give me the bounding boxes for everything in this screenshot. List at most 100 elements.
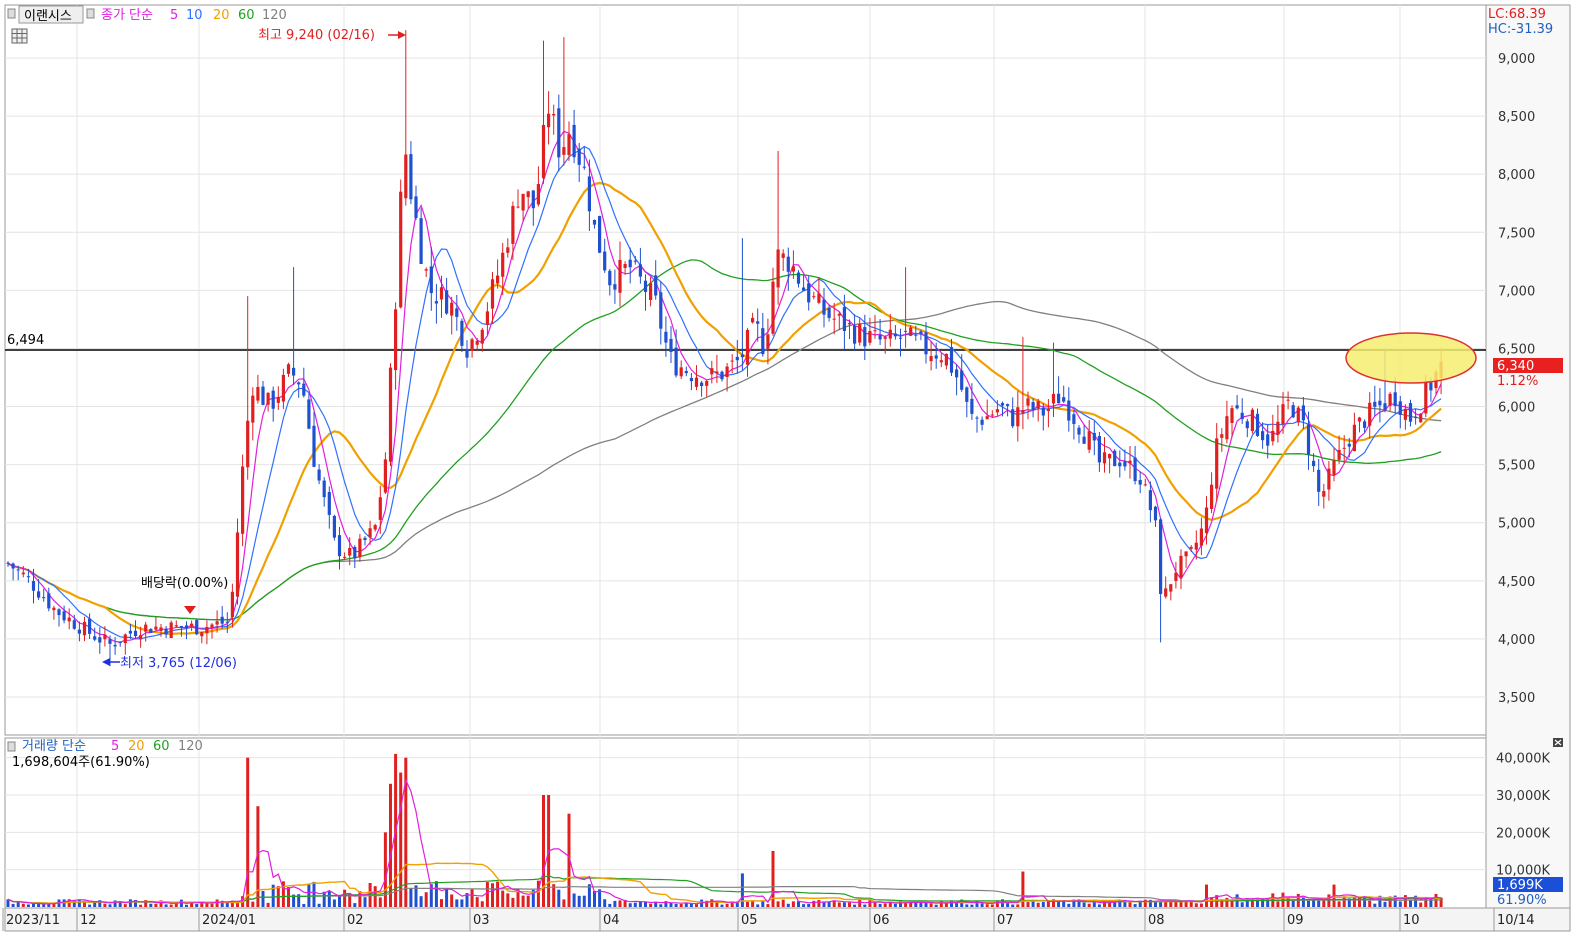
candle-body	[756, 321, 760, 324]
volume-bar	[236, 903, 239, 907]
candle-body	[1306, 424, 1311, 455]
volume-bar	[567, 813, 571, 907]
candle-body	[1357, 417, 1362, 422]
candle-body	[995, 409, 999, 413]
candle-body	[11, 563, 15, 569]
volume-bar	[312, 881, 316, 907]
volume-bar	[419, 896, 423, 907]
candle-body	[103, 634, 107, 640]
candle-body	[694, 377, 699, 387]
volume-bar	[460, 899, 464, 907]
candle-body	[388, 367, 393, 462]
volume-bar	[103, 903, 107, 907]
candle-body	[1332, 460, 1336, 475]
volume-bar	[873, 901, 877, 907]
volume-bar	[429, 884, 433, 907]
candle-body	[37, 591, 41, 598]
candle-body	[858, 323, 862, 343]
volume-bar	[338, 895, 341, 907]
vol-legend-60: 60	[153, 739, 170, 754]
volume-bar	[470, 889, 474, 907]
candle-body	[348, 547, 352, 556]
candle-body	[975, 417, 979, 419]
price-tick-label: 3,500	[1498, 691, 1535, 706]
volume-bar	[297, 894, 301, 907]
volume-bar	[139, 904, 143, 907]
volume-bar	[302, 904, 306, 907]
grid-table-icon-lines	[12, 29, 27, 43]
volume-bar	[807, 904, 811, 907]
volume-bar	[1011, 904, 1015, 907]
candle-body	[164, 628, 168, 635]
candle-body	[139, 635, 143, 640]
candle-body	[934, 355, 938, 359]
indicator-toggle-icon[interactable]	[86, 8, 95, 19]
candle-body	[1424, 381, 1428, 414]
candle-body	[1128, 460, 1132, 464]
volume-bar	[715, 901, 719, 907]
candle-body	[1393, 392, 1397, 406]
volume-bar	[1225, 897, 1229, 907]
candle-body	[1235, 405, 1239, 409]
volume-bar	[705, 900, 709, 907]
x-tick-label: 05	[741, 913, 758, 928]
price-tick-label: 5,000	[1498, 517, 1535, 532]
candle-body	[1057, 393, 1061, 404]
volume-bar	[154, 903, 158, 907]
volume-bar	[904, 903, 908, 907]
volume-toggle-icon[interactable]	[7, 741, 16, 752]
stock-name-box[interactable]	[18, 5, 84, 24]
candle-body	[215, 621, 219, 625]
ma60-line	[7, 259, 1442, 621]
volume-bar	[1021, 871, 1025, 907]
candle-body	[608, 270, 612, 286]
volume-bar	[950, 900, 953, 907]
candle-body	[1276, 421, 1280, 435]
candle-body	[1220, 434, 1224, 438]
candle-body	[241, 466, 245, 534]
volume-bar	[414, 885, 418, 907]
candle-body	[827, 308, 831, 318]
legend-toggle-icon[interactable]	[7, 8, 16, 19]
reference-line-label: 6,494	[7, 333, 44, 348]
candle-body	[93, 636, 97, 640]
volume-bar	[1250, 898, 1254, 907]
low-label: 최저 3,765 (12/06)	[120, 656, 237, 671]
x-tick-label: 10	[1403, 913, 1420, 928]
x-tick-label: 12	[80, 913, 97, 928]
volume-bar	[582, 895, 586, 907]
volume-bar	[893, 903, 897, 907]
candle-body	[771, 281, 775, 334]
volume-bar	[613, 900, 617, 907]
price-tick-label: 6,000	[1498, 401, 1535, 416]
volume-bar	[603, 899, 607, 907]
volume-bar	[123, 904, 127, 907]
volume-bar	[378, 897, 382, 907]
price-tick-label: 5,500	[1498, 459, 1535, 474]
candle-body	[873, 330, 877, 332]
volume-bar	[557, 889, 561, 907]
candle-body	[1108, 453, 1112, 459]
grid-table-icon[interactable]	[11, 28, 28, 44]
candle-body	[516, 206, 520, 208]
volume-bar	[975, 900, 979, 907]
candle-body	[1153, 506, 1158, 521]
volume-bar	[169, 904, 173, 907]
volume-bar	[1388, 896, 1392, 907]
low-annotation: 최저 3,765 (12/06)	[102, 656, 237, 671]
volume-bar	[572, 893, 576, 907]
candle-body	[261, 386, 265, 405]
volume-bar	[710, 899, 714, 907]
candle-body	[536, 183, 540, 205]
candle-body	[572, 124, 576, 158]
candle-body	[1067, 400, 1071, 421]
candle-body	[960, 370, 964, 390]
volume-bar	[1133, 904, 1137, 907]
candle-body	[286, 364, 291, 374]
volume-bar	[1113, 901, 1117, 907]
volume-bar	[751, 900, 755, 907]
volume-bar	[970, 904, 974, 907]
volume-bar	[919, 903, 923, 907]
candle-body	[955, 369, 959, 378]
ma-legend-120: 120	[262, 8, 287, 23]
